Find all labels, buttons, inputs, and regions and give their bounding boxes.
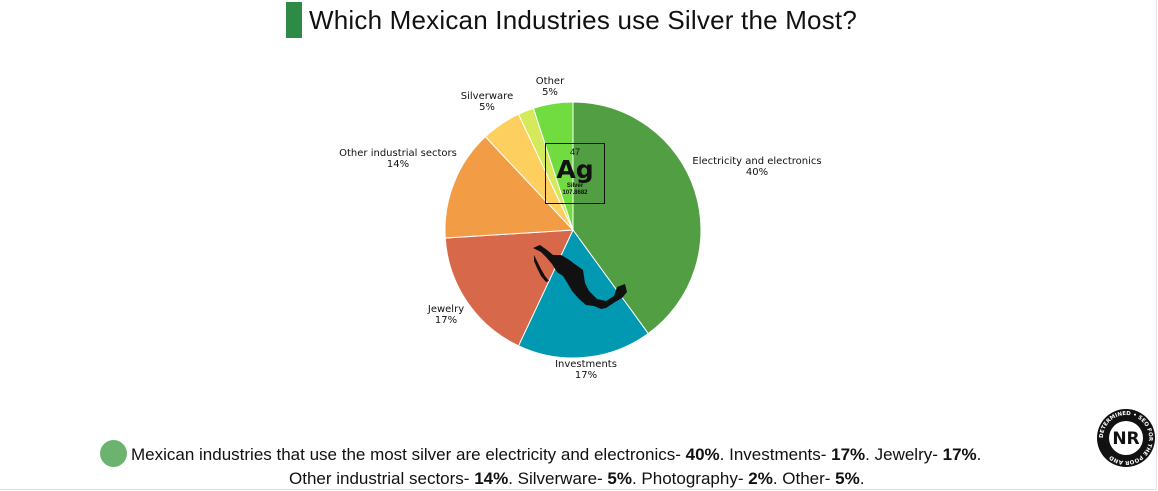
slice-value-label: 17% (435, 315, 457, 326)
title-accent-bar (286, 2, 302, 38)
summary-value: 17% (831, 445, 866, 464)
element-name: Silver (566, 183, 584, 189)
slice-label: Silverware (461, 91, 513, 102)
summary-value: 17% (942, 445, 977, 464)
summary-text-part: . Other- (772, 469, 836, 488)
summary-value: 2% (748, 469, 773, 488)
summary-value: 14% (474, 469, 509, 488)
slice-value-label: 40% (746, 167, 768, 178)
slice-label: Investments (555, 359, 617, 370)
summary-text: Mexican industries that use the most sil… (100, 440, 1100, 491)
pie-slice-other (532, 101, 574, 231)
slice-value-label: 14% (387, 159, 409, 170)
slice-label: Other (536, 76, 565, 87)
summary-text-part: . Investments- (719, 445, 832, 464)
summary-value: 5% (607, 469, 632, 488)
logo-center (1109, 421, 1143, 455)
silver-element-tile: 47 Ag Silver 107.8682 (545, 143, 605, 204)
atomic-mass: 107.8682 (562, 190, 588, 196)
element-symbol: Ag (556, 155, 594, 184)
bullet-dot (100, 440, 127, 467)
slice-label: Jewelry (427, 304, 464, 315)
summary-text-part: . (976, 445, 982, 464)
summary-text-part: . (859, 469, 865, 488)
summary-text-part: . Jewelry- (865, 445, 943, 464)
summary-text-part: . Photography- (631, 469, 749, 488)
summary-value: 40% (685, 445, 720, 464)
slice-value-label: 17% (575, 370, 597, 381)
summary-line-1: Mexican industries that use the most sil… (100, 440, 1100, 467)
atomic-number: 47 (569, 147, 580, 157)
title-area: Which Mexican Industries use Silver the … (286, 2, 857, 38)
page-title: Which Mexican Industries use Silver the … (309, 4, 857, 35)
pie-slice-other-industrial-sectors (444, 135, 575, 239)
slice-label: Other industrial sectors (339, 148, 457, 159)
nr-logo: DETERMINED • SEO FOR THE POOR AND NR (1097, 409, 1155, 467)
slice-value-label: 5% (542, 87, 558, 98)
summary-text-part: Other industrial sectors- (289, 469, 475, 488)
pie-slice-jewelry (444, 229, 574, 347)
slice-label: Electricity and electronics (692, 156, 821, 167)
mexico-map-icon (533, 245, 627, 309)
summary-value: 5% (835, 469, 860, 488)
summary-text-part: Mexican industries that use the most sil… (131, 445, 686, 464)
slice-value-label: 5% (479, 102, 495, 113)
summary-text-part: . Silverware- (508, 469, 608, 488)
pie-slices (444, 101, 702, 359)
logo-initials: NR (1112, 429, 1139, 449)
summary-line-2: Other industrial sectors- 14%. Silverwar… (100, 467, 1100, 491)
